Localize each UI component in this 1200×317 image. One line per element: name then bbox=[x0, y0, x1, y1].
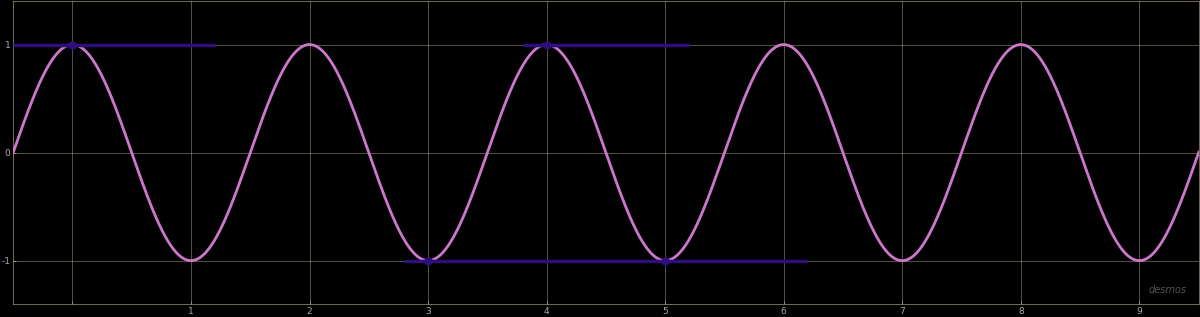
Text: desmos: desmos bbox=[1148, 285, 1187, 295]
